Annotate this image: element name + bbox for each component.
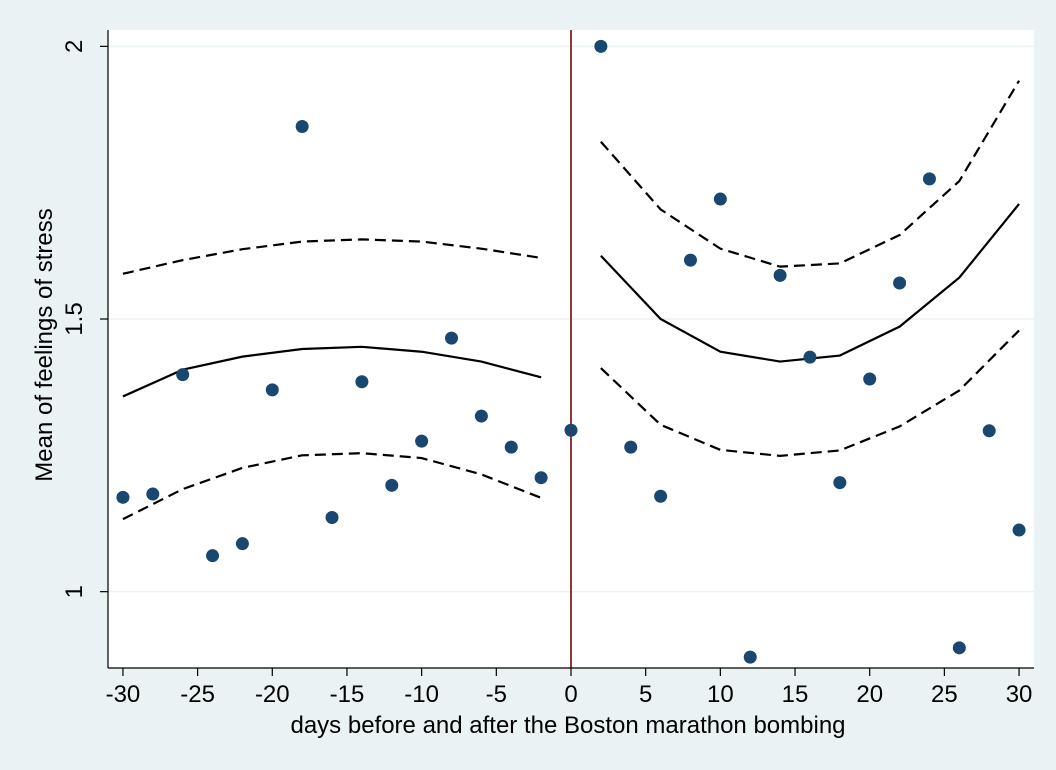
x-tick-label: 10 xyxy=(707,681,734,708)
confidence-band-line xyxy=(122,238,542,275)
data-point xyxy=(594,39,608,53)
confidence-band-line xyxy=(600,329,1020,457)
x-tick-label: 30 xyxy=(1006,681,1033,708)
data-point xyxy=(863,372,877,386)
y-tick-label: 2 xyxy=(61,40,88,53)
x-axis-title: days before and after the Boston maratho… xyxy=(290,712,845,739)
data-point xyxy=(206,549,220,563)
data-point xyxy=(922,172,936,186)
data-point xyxy=(803,350,817,364)
data-point xyxy=(534,471,548,485)
axes: 1 1.5 2 -30 -25 -20 -15 -10 -5 0 5 10 15 20 25 30 xyxy=(61,30,1034,708)
data-point xyxy=(683,253,697,267)
data-point xyxy=(893,276,907,290)
data-point xyxy=(474,409,488,423)
confidence-band-line xyxy=(600,80,1021,268)
data-point xyxy=(235,537,249,551)
x-tick-label: -10 xyxy=(404,681,439,708)
data-point xyxy=(773,268,787,282)
x-tick-label: 20 xyxy=(856,681,883,708)
x-tick-label: 15 xyxy=(782,681,809,708)
data-point xyxy=(445,331,459,345)
y-tick-label: 1.5 xyxy=(61,302,88,335)
data-point xyxy=(355,375,369,389)
x-tick-label: 5 xyxy=(639,681,652,708)
y-tick-label: 1 xyxy=(61,585,88,598)
data-point xyxy=(713,192,727,206)
fitted-line xyxy=(122,345,542,398)
data-point xyxy=(415,434,429,448)
data-point xyxy=(833,476,847,490)
data-points xyxy=(116,39,1026,664)
data-point xyxy=(952,641,966,655)
data-point xyxy=(295,120,309,134)
data-point xyxy=(146,487,160,501)
data-point xyxy=(654,489,668,503)
data-point xyxy=(624,440,638,454)
data-point xyxy=(504,440,518,454)
data-point xyxy=(1012,523,1026,537)
data-point xyxy=(116,490,130,504)
data-point xyxy=(982,424,996,438)
data-point xyxy=(564,423,578,437)
x-tick-label: -30 xyxy=(106,681,141,708)
confidence-band-line xyxy=(122,452,542,521)
x-tick-label: -20 xyxy=(255,681,290,708)
x-tick-label: -5 xyxy=(486,681,507,708)
data-point xyxy=(385,478,399,492)
data-point xyxy=(265,383,279,397)
data-point xyxy=(176,368,190,382)
x-tick-label: 25 xyxy=(931,681,958,708)
x-tick-label: -15 xyxy=(330,681,365,708)
x-tick-label: 0 xyxy=(564,681,577,708)
data-point xyxy=(743,650,757,664)
y-axis-title: Mean of feelings of stress xyxy=(31,208,58,481)
data-point xyxy=(325,510,339,524)
x-tick-label: -25 xyxy=(180,681,215,708)
